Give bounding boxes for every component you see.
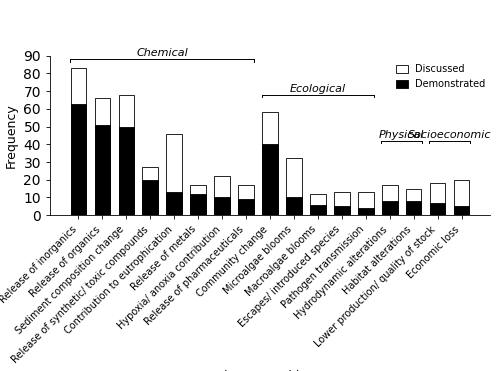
Bar <box>262 144 278 215</box>
Text: Ecological: Ecological <box>290 84 346 94</box>
Bar <box>310 194 326 215</box>
Bar <box>70 104 86 215</box>
Y-axis label: Frequency: Frequency <box>5 103 18 168</box>
Bar <box>454 206 469 215</box>
Text: Socioeconomic: Socioeconomic <box>408 130 492 140</box>
Bar <box>382 185 398 215</box>
Bar <box>430 183 446 215</box>
Bar <box>190 194 206 215</box>
Bar <box>430 203 446 215</box>
Bar <box>286 158 302 215</box>
Bar <box>454 180 469 215</box>
Bar <box>142 180 158 215</box>
Bar <box>142 167 158 215</box>
Bar <box>118 95 134 215</box>
Bar <box>310 204 326 215</box>
Text: Chemical: Chemical <box>136 48 188 58</box>
Text: Physical: Physical <box>379 130 424 140</box>
Legend: Discussed, Demonstrated: Discussed, Demonstrated <box>392 60 490 93</box>
Bar <box>238 185 254 215</box>
Bar <box>94 98 110 215</box>
Bar <box>358 192 374 215</box>
Bar <box>166 134 182 215</box>
Bar <box>334 192 349 215</box>
Bar <box>118 127 134 215</box>
Bar <box>382 201 398 215</box>
Bar <box>406 201 421 215</box>
Bar <box>166 192 182 215</box>
Bar <box>214 197 230 215</box>
X-axis label: Environmental impact: Environmental impact <box>201 370 339 371</box>
Bar <box>406 188 421 215</box>
Bar <box>214 176 230 215</box>
Bar <box>334 206 349 215</box>
Bar <box>238 199 254 215</box>
Bar <box>190 185 206 215</box>
Bar <box>358 208 374 215</box>
Bar <box>262 112 278 215</box>
Bar <box>94 125 110 215</box>
Bar <box>286 197 302 215</box>
Bar <box>70 68 86 215</box>
